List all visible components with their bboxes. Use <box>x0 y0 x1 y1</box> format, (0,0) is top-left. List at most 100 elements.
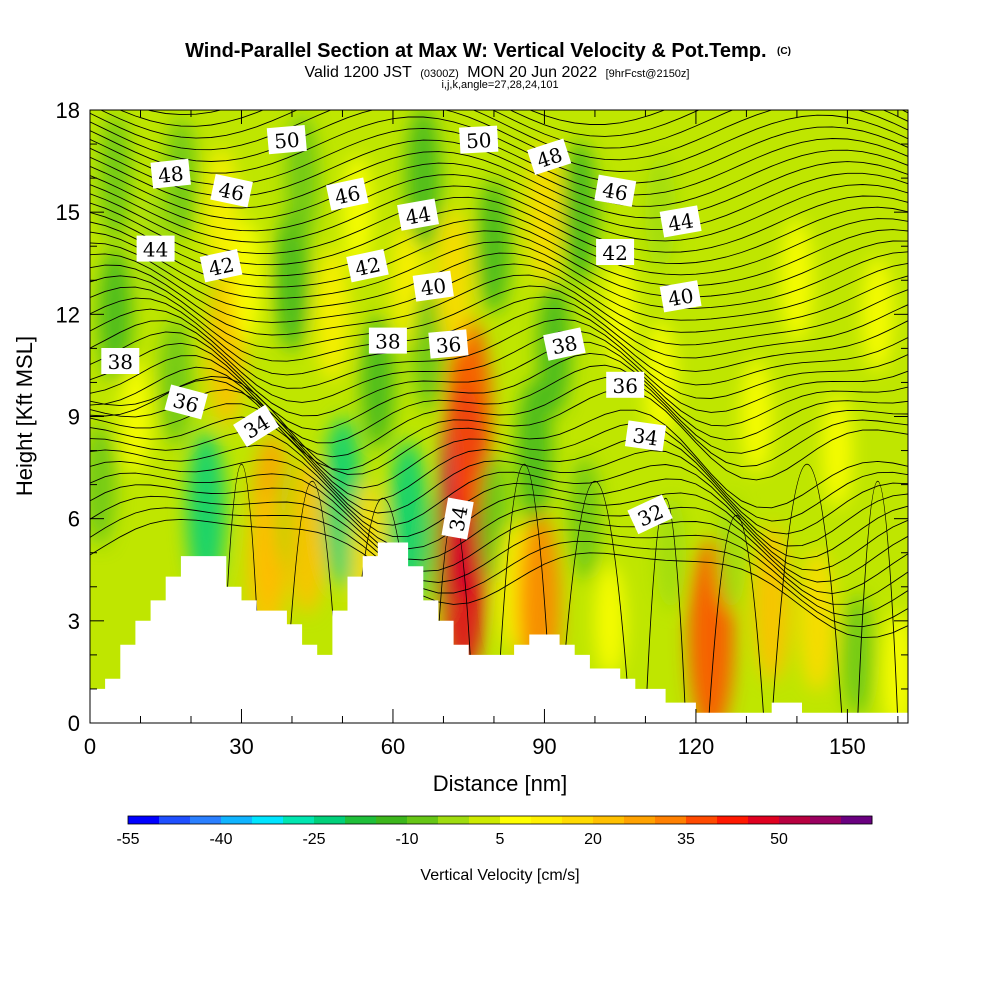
velocity-cell <box>90 423 117 546</box>
theta-contour <box>90 110 908 161</box>
contour-label-text: 42 <box>206 252 236 281</box>
velocity-cell <box>716 495 747 610</box>
velocity-cell <box>435 209 472 352</box>
x-tick-label: 120 <box>678 734 715 759</box>
contour-label-box <box>412 270 454 302</box>
contour-label-text: 38 <box>375 330 400 354</box>
theta-contour <box>90 484 908 605</box>
contour-label-box <box>659 205 702 238</box>
theta-contour <box>90 403 908 535</box>
velocity-cell <box>342 155 373 270</box>
velocity-cell <box>862 257 893 372</box>
theta-contour <box>90 507 908 628</box>
section-params: i,j,k,angle=27,28,24,101 <box>441 79 558 91</box>
contour-labels: 50 50 48 48 46 46 46 44 44 44 42 42 42 40 40 38 38 38 36 36… <box>101 124 702 540</box>
theta-contour <box>90 495 908 617</box>
potential-temperature-contours <box>90 110 908 723</box>
velocity-cell <box>881 610 908 723</box>
contour-label-box <box>596 239 635 265</box>
colorbar-title: Vertical Velocity [cm/s] <box>420 867 579 884</box>
colorbar-tick-label: -55 <box>116 831 139 848</box>
velocity-cell <box>274 209 310 352</box>
colorbar-frame <box>127 815 873 825</box>
contour-label-box <box>659 280 702 313</box>
contour-label-text: 38 <box>550 331 580 360</box>
contour-label-text: 44 <box>143 238 168 262</box>
velocity-cell <box>526 141 563 284</box>
theta-contour <box>857 480 899 723</box>
theta-contour <box>90 162 908 230</box>
velocity-cell <box>477 179 511 313</box>
contour-label: 46 <box>594 174 637 207</box>
contour-label: 40 <box>412 270 454 302</box>
colorbar-swatch <box>345 816 377 824</box>
contour-label-box <box>233 404 280 447</box>
contour-label-box <box>606 371 645 398</box>
velocity-cell <box>752 525 791 682</box>
contour-label-text: 48 <box>157 161 185 188</box>
contour-label: 36 <box>606 371 645 398</box>
x-axis-title: Distance [nm] <box>433 771 568 796</box>
contour-label: 50 <box>459 125 499 154</box>
contour-label-box <box>346 249 389 283</box>
contour-label-box <box>326 177 369 211</box>
theta-contour <box>90 221 908 298</box>
contour-label: 44 <box>136 235 175 262</box>
theta-contour <box>90 184 908 253</box>
velocity-cell <box>516 379 553 522</box>
y-axis-title: Height [Kft MSL] <box>12 336 37 496</box>
contour-label: 50 <box>266 124 307 155</box>
contour-label: 34 <box>441 497 474 540</box>
theta-contour <box>90 444 908 571</box>
plot-area: 50 50 48 48 46 46 46 44 44 44 42 42 42 40 40 38 38 38 36 36… <box>90 110 908 723</box>
contour-label-box <box>136 235 175 262</box>
y-tick-label: 15 <box>56 200 80 225</box>
contour-label-text: 50 <box>465 128 492 153</box>
contour-label-text: 46 <box>600 178 629 206</box>
theta-contour <box>90 331 908 427</box>
contour-label: 44 <box>659 205 702 238</box>
colorbar-tick-label: -25 <box>302 831 325 848</box>
theta-contour <box>90 275 908 359</box>
contour-label-box <box>543 327 586 361</box>
contour-label-box <box>199 249 243 283</box>
velocity-cell <box>288 457 327 614</box>
contour-label: 46 <box>210 174 253 208</box>
theta-contour <box>90 430 908 560</box>
colorbar-swatch <box>159 816 191 824</box>
colorbar-swatch <box>500 816 532 824</box>
contour-label-box <box>459 125 499 154</box>
contour-label: 40 <box>659 280 702 313</box>
colorbar-swatch <box>190 816 222 824</box>
theta-contour <box>90 518 908 639</box>
contour-label: 48 <box>150 158 191 189</box>
colorbar-swatch <box>531 816 563 824</box>
contour-label-text: 42 <box>602 241 627 265</box>
colorbar-swatch <box>469 816 501 824</box>
contour-label-box <box>627 494 673 535</box>
contour-label: 38 <box>101 348 140 374</box>
velocity-cell <box>604 257 636 372</box>
theta-contour <box>559 480 631 723</box>
theta-contour <box>118 110 908 137</box>
contour-label-box <box>428 329 469 359</box>
velocity-cell <box>159 318 193 447</box>
contour-label-text: 46 <box>333 181 363 210</box>
theta-contour <box>90 242 908 321</box>
contour-label-text: 40 <box>419 273 448 300</box>
contour-label-box <box>397 198 439 231</box>
y-tick-label: 12 <box>56 302 80 327</box>
contour-label: 44 <box>397 198 439 231</box>
contour-label: 42 <box>199 249 243 283</box>
theta-contour <box>90 151 908 219</box>
colorbar-swatch <box>593 816 625 824</box>
theta-contour <box>283 480 341 723</box>
theta-contour <box>90 355 908 454</box>
chart-subtitle: Valid 1200 JST (0300Z) MON 20 Jun 2022 [… <box>304 64 689 81</box>
theta-contour <box>90 308 908 399</box>
contour-label-text: 38 <box>108 350 133 374</box>
theta-contour <box>90 264 908 346</box>
theta-contour <box>90 231 908 309</box>
